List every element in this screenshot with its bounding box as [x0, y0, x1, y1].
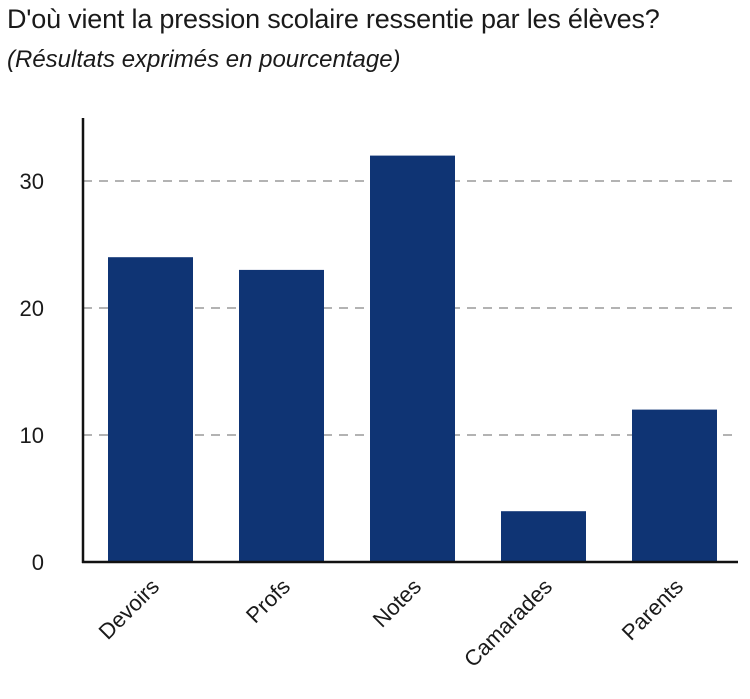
- bar-notes: [370, 155, 455, 562]
- x-tick-label-devoirs: Devoirs: [94, 574, 164, 644]
- y-tick-label-20: 20: [20, 296, 44, 321]
- bar-devoirs: [108, 257, 193, 562]
- y-tick-label-0: 0: [32, 550, 44, 575]
- x-tick-label-parents: Parents: [617, 574, 688, 645]
- x-tick-label-profs: Profs: [241, 574, 295, 628]
- chart-subtitle: (Résultats exprimés en pourcentage): [7, 46, 401, 73]
- x-tick-label-camarades: Camarades: [459, 574, 557, 672]
- y-tick-label-10: 10: [20, 423, 44, 448]
- bar-parents: [632, 409, 717, 562]
- chart-title: D'où vient la pression scolaire ressenti…: [7, 4, 660, 34]
- y-tick-label-30: 30: [20, 169, 44, 194]
- x-tick-label-notes: Notes: [368, 574, 426, 632]
- bar-profs: [239, 269, 324, 562]
- bar-camarades: [501, 511, 586, 562]
